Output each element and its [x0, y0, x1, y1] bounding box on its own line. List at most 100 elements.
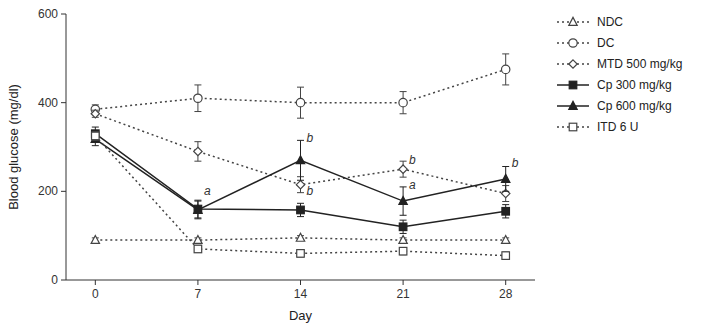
point	[194, 235, 202, 243]
error-bar-cap	[297, 140, 304, 141]
error-bar-cap	[297, 192, 304, 193]
series-line	[95, 134, 505, 227]
error-bar	[194, 200, 201, 218]
series-0	[91, 233, 510, 243]
series-5	[92, 131, 510, 259]
error-bar-cap	[297, 87, 304, 88]
y-tick-label: 600	[38, 7, 58, 21]
error-bar	[92, 110, 99, 117]
y-tick	[61, 102, 66, 103]
error-bar	[400, 92, 407, 114]
point	[297, 206, 305, 214]
annotation: b	[307, 184, 314, 198]
error-bar	[400, 187, 407, 215]
error-bar	[502, 252, 509, 259]
x-tick	[197, 280, 198, 285]
series-2	[91, 110, 510, 202]
legend-marker	[569, 39, 577, 47]
chart: 020040060007142128DayBlood glucose (mg/d…	[0, 0, 713, 330]
annotation: a	[409, 178, 416, 192]
x-tick	[95, 280, 96, 285]
point	[399, 235, 407, 243]
legend-marker	[569, 81, 577, 89]
point	[296, 233, 304, 241]
error-bar-cap	[297, 118, 304, 119]
error-bar-cap	[194, 201, 201, 202]
error-bar-cap	[297, 203, 304, 204]
error-bar-cap	[502, 201, 509, 202]
y-axis-line	[66, 14, 67, 280]
error-bar	[92, 131, 99, 140]
point	[296, 180, 304, 188]
error-bar-cap	[92, 127, 99, 128]
error-bar-cap	[400, 220, 407, 221]
y-tick-label: 200	[38, 184, 58, 198]
series-4	[91, 132, 510, 218]
error-bar	[400, 161, 407, 177]
error-bar-cap	[194, 200, 201, 201]
point	[502, 208, 510, 216]
legend-label: Cp 300 mg/kg	[597, 78, 672, 92]
point	[399, 165, 407, 173]
error-bar-cap	[194, 218, 201, 219]
x-axis-label: Day	[289, 308, 313, 323]
error-bar-cap	[502, 84, 509, 85]
point	[502, 252, 510, 260]
error-bar	[297, 87, 304, 118]
legend: NDCDCMTD 500 mg/kgCp 300 mg/kgCp 600 mg/…	[557, 15, 682, 134]
error-bar-cap	[400, 177, 407, 178]
x-tick-label: 0	[92, 287, 99, 301]
y-tick	[61, 191, 66, 192]
point	[91, 110, 99, 118]
error-bar-cap	[502, 217, 509, 218]
legend-label: DC	[597, 36, 615, 50]
error-bar-cap	[194, 141, 201, 142]
error-bar	[194, 201, 201, 219]
error-bar-cap	[297, 216, 304, 217]
legend-label: ITD 6 U	[597, 120, 638, 134]
error-bar	[502, 167, 509, 192]
point	[194, 94, 202, 102]
error-bar-cap	[297, 180, 304, 181]
y-tick	[61, 280, 66, 281]
error-bar	[194, 85, 201, 112]
legend-label: Cp 600 mg/kg	[597, 99, 672, 113]
annotation: a	[204, 184, 211, 198]
error-bar	[502, 205, 509, 218]
y-tick-label: 400	[38, 96, 58, 110]
annotation: b	[307, 131, 314, 145]
point	[399, 98, 407, 106]
annotation: b	[512, 156, 519, 170]
point	[399, 247, 407, 255]
error-bar	[194, 142, 201, 162]
x-tick-label: 14	[294, 287, 308, 301]
point	[194, 245, 202, 253]
error-bar-cap	[400, 113, 407, 114]
point	[501, 65, 509, 73]
error-bar	[92, 127, 99, 140]
point	[194, 147, 202, 155]
series-line	[95, 136, 505, 256]
point	[92, 132, 100, 140]
legend-marker	[569, 101, 577, 109]
error-bar	[400, 248, 407, 255]
error-bar-cap	[400, 161, 407, 162]
x-tick	[403, 280, 404, 285]
error-bar-cap	[502, 166, 509, 167]
x-tick-label: 21	[396, 287, 410, 301]
error-bar-cap	[194, 111, 201, 112]
error-bar-cap	[502, 191, 509, 192]
x-tick-label: 7	[195, 287, 202, 301]
y-tick	[61, 14, 66, 15]
error-bar	[297, 140, 304, 180]
point	[501, 235, 509, 243]
series-1	[91, 54, 510, 118]
legend-marker	[569, 17, 577, 25]
annotation: b	[409, 153, 416, 167]
series-line	[95, 139, 505, 210]
point	[501, 174, 509, 182]
error-bar-cap	[400, 186, 407, 187]
x-tick-label: 28	[499, 287, 513, 301]
x-tick	[300, 280, 301, 285]
y-tick-label: 0	[51, 273, 58, 287]
